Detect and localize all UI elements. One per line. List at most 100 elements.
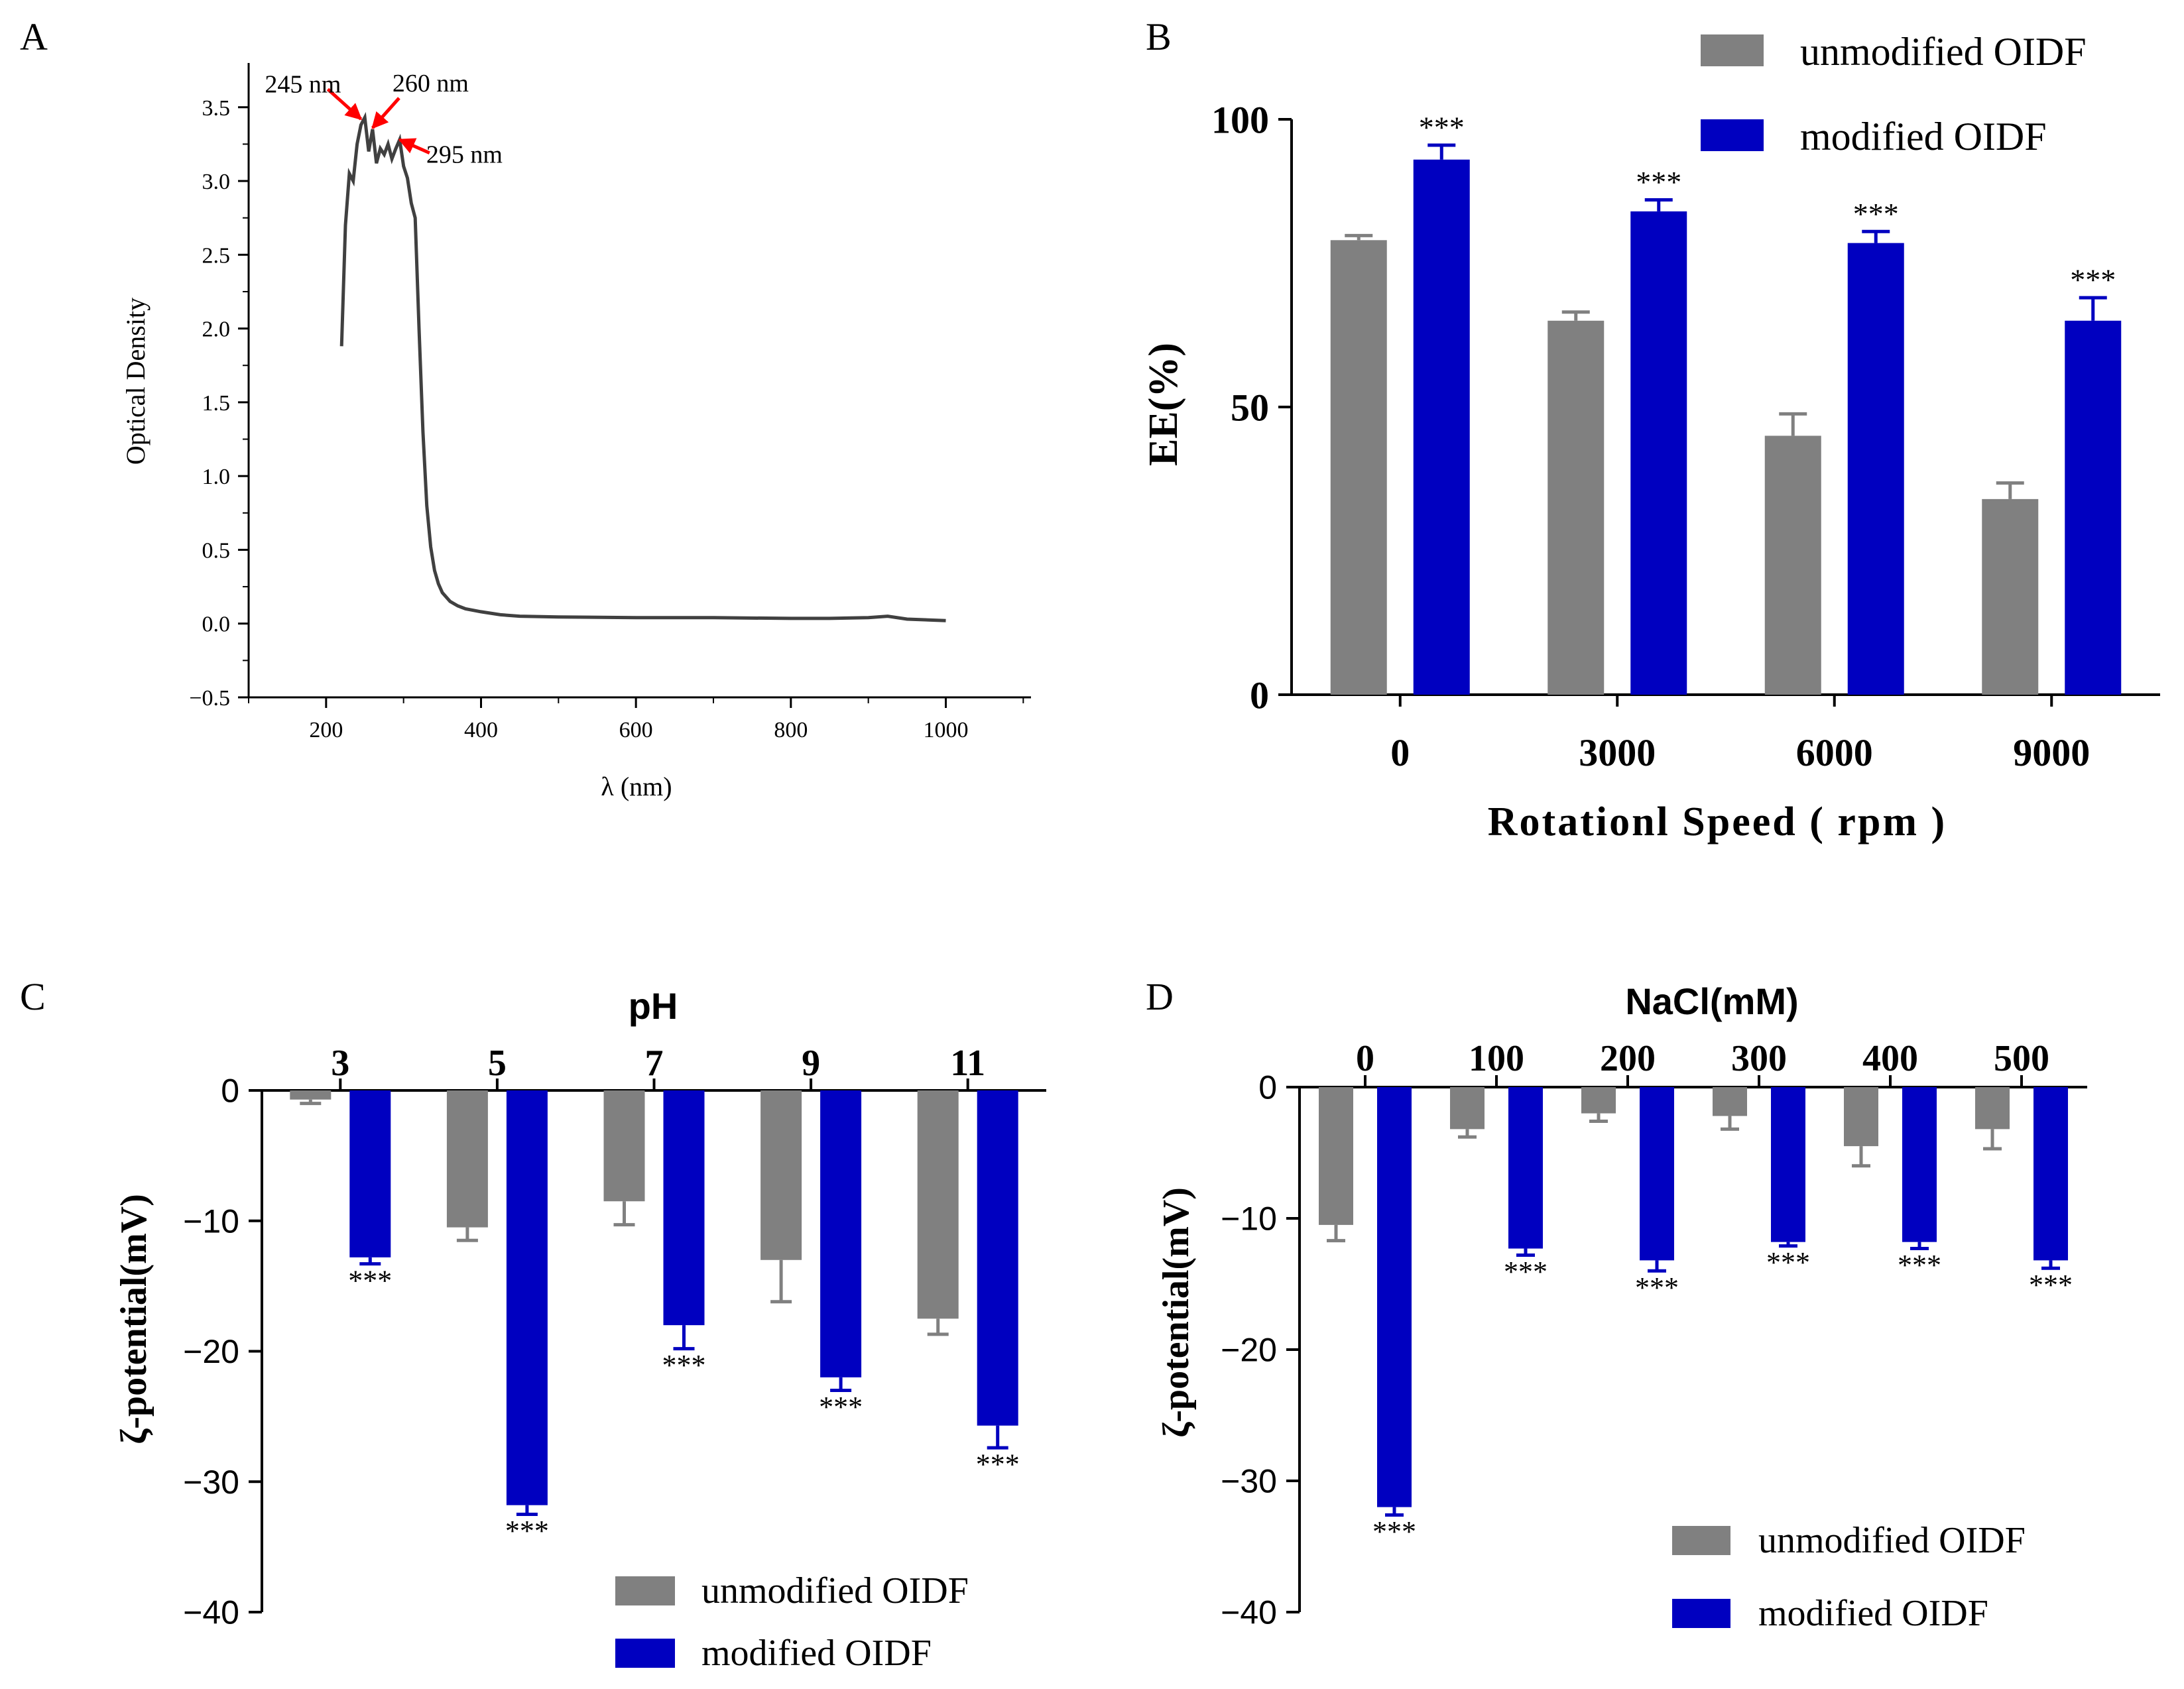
c-category-label: 5 — [488, 1043, 507, 1084]
b-bar-modified — [1630, 211, 1687, 695]
d-bar-modified — [1771, 1087, 1805, 1242]
c-significance-mark: *** — [819, 1391, 863, 1423]
panel-label-b: B — [1146, 15, 1172, 58]
c-bar-modified — [977, 1090, 1018, 1426]
c-bar-unmodified — [290, 1090, 332, 1100]
c-y-tick-label: −20 — [183, 1333, 239, 1370]
b-significance-mark: *** — [1853, 197, 1899, 231]
d-y-tick-label: −20 — [1221, 1332, 1277, 1369]
a-y-tick-label: 1.0 — [202, 465, 231, 489]
d-legend-unmodified: unmodified OIDF — [1758, 1520, 2026, 1561]
b-y-axis-label: EE(%) — [1141, 343, 1186, 466]
c-bar-unmodified — [760, 1090, 802, 1260]
d-significance-mark: *** — [1504, 1255, 1547, 1288]
d-category-label: 300 — [1731, 1038, 1787, 1079]
b-y-tick-label: 0 — [1250, 673, 1269, 717]
a-annotation-label: 295 nm — [426, 141, 503, 169]
b-significance-mark: *** — [1419, 111, 1465, 145]
b-bar-modified — [1847, 243, 1904, 695]
c-y-tick-label: 0 — [221, 1073, 239, 1110]
b-legend-unmodified: unmodified OIDF — [1800, 30, 2087, 74]
c-y-tick-label: −10 — [183, 1202, 239, 1240]
a-x-tick-label: 200 — [309, 718, 343, 742]
b-bar-modified — [1413, 159, 1470, 695]
d-significance-mark: *** — [1372, 1515, 1416, 1548]
c-category-label: 11 — [950, 1043, 985, 1084]
panel-label-c: C — [20, 975, 46, 1018]
d-bar-unmodified — [1713, 1087, 1747, 1116]
d-y-axis-label: ζ-potential(mV) — [1156, 1187, 1197, 1438]
panel-d-nacl-zeta-chart: 0 −10 −20 −30 −40 0 100 200 300 400 500 *** *** *** *… — [1156, 980, 2087, 1634]
a-annotation-arrow — [326, 87, 363, 121]
c-y-tick-label: −30 — [183, 1464, 239, 1501]
panel-b-ee-bar-chart: 0 50 100 0 3000 6000 9000 *** *** *** *** Rotatio… — [1141, 30, 2160, 844]
d-significance-mark: *** — [2029, 1269, 2073, 1301]
c-bar-modified — [349, 1090, 391, 1257]
c-significance-mark: *** — [348, 1264, 392, 1297]
a-annotation-arrow — [398, 138, 430, 155]
c-x-axis-label: pH — [629, 985, 678, 1027]
b-y-tick-label: 50 — [1231, 386, 1269, 429]
c-legend-swatch-modified — [615, 1639, 675, 1668]
panel-label-a: A — [20, 15, 48, 58]
c-significance-mark: *** — [505, 1515, 549, 1547]
b-bar-unmodified — [1330, 240, 1387, 695]
panel-label-d: D — [1146, 975, 1174, 1018]
d-bar-unmodified — [1581, 1087, 1616, 1114]
d-significance-mark: *** — [1898, 1249, 1941, 1281]
a-x-tick-label: 800 — [774, 718, 808, 742]
panel-a-spectrum: −0.5 0.0 0.5 1.0 1.5 2.0 2.5 3.0 3.5 200 400 600 800… — [121, 63, 1031, 801]
d-legend-swatch-modified — [1672, 1599, 1730, 1628]
d-category-label: 100 — [1469, 1038, 1524, 1079]
d-bar-modified — [1508, 1087, 1543, 1249]
b-category-label: 9000 — [2013, 731, 2090, 774]
c-category-label: 7 — [645, 1043, 664, 1084]
b-legend-swatch-modified — [1701, 119, 1764, 151]
c-category-label: 9 — [802, 1043, 820, 1084]
a-x-tick-label: 1000 — [923, 718, 968, 742]
spectrum-line — [339, 111, 946, 622]
b-legend-modified: modified OIDF — [1800, 115, 2047, 158]
c-legend-modified: modified OIDF — [701, 1633, 932, 1674]
d-bar-modified — [1902, 1087, 1937, 1242]
d-bar-unmodified — [1975, 1087, 2010, 1130]
d-category-label: 200 — [1600, 1038, 1656, 1079]
a-y-tick-label: 2.5 — [202, 243, 231, 268]
c-legend-swatch-unmodified — [615, 1576, 675, 1605]
d-legend-swatch-unmodified — [1672, 1526, 1730, 1555]
d-significance-mark: *** — [1766, 1246, 1810, 1279]
b-significance-mark: *** — [1636, 165, 1681, 199]
b-legend-swatch-unmodified — [1701, 34, 1764, 66]
d-category-label: 500 — [1994, 1038, 2049, 1079]
c-bar-unmodified — [603, 1090, 645, 1202]
b-y-tick-label: 100 — [1211, 98, 1269, 141]
c-y-axis-label: ζ-potential(mV) — [113, 1194, 154, 1444]
c-bar-modified — [820, 1090, 862, 1377]
d-bar-unmodified — [1450, 1087, 1485, 1130]
a-annotation-arrow — [371, 97, 400, 129]
d-bar-modified — [2033, 1087, 2068, 1261]
c-category-label: 3 — [331, 1043, 349, 1084]
a-x-tick-label: 400 — [464, 718, 498, 742]
d-category-label: 0 — [1356, 1038, 1374, 1079]
b-significance-mark: *** — [2070, 263, 2116, 297]
b-x-axis-label: Rotationl Speed ( rpm ) — [1488, 799, 1947, 844]
a-x-axis-label: λ (nm) — [601, 772, 672, 801]
c-bar-unmodified — [917, 1090, 959, 1319]
d-significance-mark: *** — [1635, 1271, 1679, 1304]
a-x-tick-label: 600 — [619, 718, 653, 742]
c-bar-unmodified — [446, 1090, 488, 1228]
d-x-axis-label: NaCl(mM) — [1625, 980, 1798, 1022]
c-significance-mark: *** — [662, 1349, 706, 1381]
d-y-tick-label: −30 — [1221, 1463, 1277, 1500]
b-bar-modified — [2065, 320, 2122, 695]
a-y-tick-label: 0.5 — [202, 538, 231, 563]
a-y-tick-label: 0.0 — [202, 612, 231, 637]
b-bar-unmodified — [1982, 498, 2039, 695]
d-bar-unmodified — [1319, 1087, 1353, 1225]
d-y-tick-label: −40 — [1221, 1594, 1277, 1631]
c-y-tick-label: −40 — [183, 1594, 239, 1631]
a-y-tick-label: 1.5 — [202, 391, 231, 416]
d-y-tick-label: 0 — [1258, 1069, 1277, 1106]
